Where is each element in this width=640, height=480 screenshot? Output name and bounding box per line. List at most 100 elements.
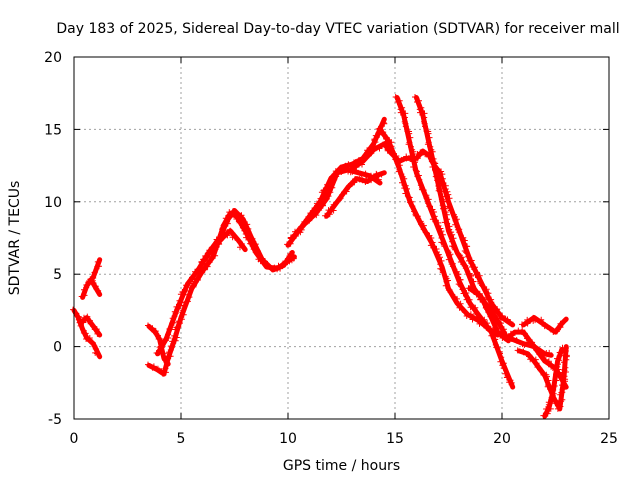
data-point-marker — [504, 316, 511, 323]
y-tick-label: 5 — [53, 267, 62, 283]
data-point-marker — [407, 199, 414, 206]
data-point-marker — [92, 345, 99, 352]
data-point-marker — [497, 358, 504, 365]
data-point-marker — [322, 212, 329, 219]
data-point-marker — [521, 342, 528, 348]
data-point-marker — [438, 257, 445, 264]
data-point-marker — [439, 231, 446, 238]
data-point-marker — [91, 269, 98, 276]
data-point-marker — [484, 306, 491, 313]
data-point-marker — [224, 229, 231, 235]
data-point-marker — [552, 367, 558, 374]
data-point-marker — [437, 265, 444, 272]
data-point-marker — [95, 287, 102, 294]
data-point-marker — [559, 396, 566, 403]
data-point-marker — [161, 350, 167, 357]
data-point-marker — [306, 217, 313, 224]
data-point-marker — [408, 198, 415, 205]
series-markers — [70, 306, 100, 357]
data-point-marker — [162, 365, 169, 372]
data-point-marker — [429, 216, 436, 223]
data-point-marker — [191, 281, 198, 288]
data-point-marker — [463, 290, 470, 296]
data-point-marker — [527, 356, 534, 363]
data-point-marker — [70, 306, 77, 313]
data-point-marker — [201, 266, 208, 273]
data-point-marker — [447, 251, 454, 258]
data-point-marker — [464, 243, 471, 250]
data-point-marker — [500, 331, 507, 338]
data-point-marker — [150, 363, 157, 370]
data-point-marker — [433, 168, 440, 175]
data-point-marker — [475, 274, 482, 281]
data-point-marker — [91, 343, 98, 350]
data-point-marker — [380, 129, 387, 136]
data-point-marker — [426, 203, 433, 210]
data-point-marker — [86, 317, 93, 324]
data-point-marker — [552, 400, 559, 407]
data-point-marker — [254, 248, 261, 255]
data-point-marker — [86, 335, 93, 341]
data-point-marker — [449, 231, 456, 238]
series-track-2 — [76, 313, 103, 338]
data-point-marker — [145, 322, 151, 329]
data-point-marker — [559, 347, 566, 354]
data-point-marker — [432, 167, 439, 174]
data-point-marker — [325, 207, 332, 214]
data-point-marker — [353, 160, 359, 167]
data-point-marker — [488, 332, 495, 339]
data-point-marker — [550, 384, 557, 391]
data-point-marker — [457, 276, 464, 283]
data-point-marker — [484, 320, 491, 327]
data-point-marker — [225, 215, 232, 222]
data-point-marker — [459, 286, 466, 293]
data-point-marker — [87, 320, 94, 327]
data-point-marker — [545, 358, 552, 365]
data-point-marker — [494, 306, 501, 313]
data-point-marker — [261, 258, 267, 265]
data-point-marker — [372, 132, 379, 139]
data-point-marker — [269, 266, 276, 273]
data-point-marker — [356, 176, 363, 183]
data-point-marker — [427, 143, 434, 150]
data-point-marker — [472, 264, 478, 271]
tick-labels: 0 5 10 15 20 25 -5 0 5 10 15 20 — [44, 50, 618, 447]
data-point-marker — [494, 344, 501, 351]
data-point-marker — [452, 246, 459, 253]
data-point-marker — [471, 306, 478, 313]
series-track-4 — [87, 276, 103, 297]
data-point-marker — [159, 370, 166, 377]
data-point-marker — [417, 109, 423, 116]
data-point-marker — [381, 120, 388, 127]
data-point-marker — [430, 209, 437, 215]
data-point-marker — [347, 165, 354, 171]
data-point-marker — [257, 258, 264, 265]
x-tick-label: 5 — [177, 431, 186, 447]
data-point-marker — [96, 263, 102, 270]
data-point-marker — [418, 221, 425, 228]
data-point-marker — [195, 265, 202, 272]
data-point-marker — [238, 242, 245, 249]
data-point-marker — [94, 330, 101, 337]
data-point-marker — [414, 173, 421, 180]
data-point-marker — [438, 266, 445, 273]
data-point-marker — [438, 228, 445, 235]
data-point-marker — [546, 349, 553, 356]
data-point-marker — [183, 298, 190, 305]
data-point-marker — [325, 193, 332, 200]
data-point-marker — [449, 263, 456, 270]
data-point-marker — [456, 229, 463, 236]
data-point-marker — [145, 361, 151, 368]
data-point-marker — [485, 309, 492, 316]
data-point-marker — [549, 391, 556, 398]
y-tick-label: -5 — [48, 412, 62, 428]
data-point-marker — [562, 364, 569, 371]
data-point-marker — [532, 356, 539, 363]
data-point-marker — [183, 282, 190, 289]
data-point-marker — [406, 130, 413, 137]
data-point-marker — [390, 151, 397, 158]
data-point-marker — [360, 156, 367, 163]
data-point-marker — [427, 242, 434, 249]
data-point-marker — [458, 305, 465, 312]
data-point-marker — [196, 265, 203, 272]
